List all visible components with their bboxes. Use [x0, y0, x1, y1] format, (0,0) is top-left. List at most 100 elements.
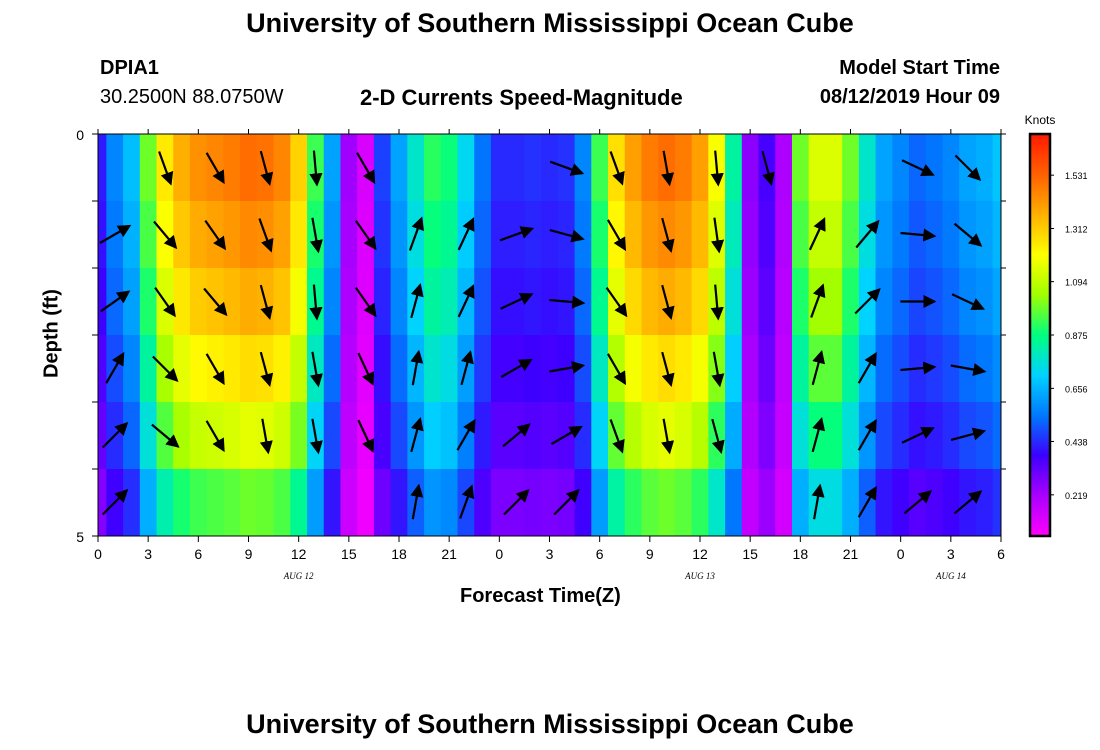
- current-vector-arrow: [309, 418, 323, 455]
- current-vector-arrow: [950, 363, 987, 377]
- current-vector-arrow: [857, 418, 877, 451]
- heatmap-cell: [875, 335, 893, 403]
- x-tick-label: 9: [646, 546, 654, 562]
- heatmap-cell: [925, 469, 944, 536]
- heatmap-cell: [725, 335, 743, 403]
- current-vector-arrow: [153, 220, 178, 250]
- heatmap-cell: [373, 201, 392, 269]
- current-vector-arrow: [661, 418, 675, 455]
- footer-title: University of Southern Mississippi Ocean…: [246, 709, 854, 739]
- current-vector-arrow: [953, 222, 983, 247]
- heatmap-cell: [123, 201, 141, 269]
- heatmap-cell: [189, 268, 208, 336]
- heatmap-cell: [474, 335, 492, 403]
- heatmap-cell: [490, 201, 509, 269]
- heatmap-cell: [139, 201, 158, 269]
- heatmap-cell: [975, 268, 994, 336]
- heatmap-cell: [942, 402, 960, 470]
- heatmap-cell: [373, 268, 392, 336]
- x-tick-label: 18: [391, 546, 407, 562]
- current-vector-arrow: [309, 351, 323, 388]
- heatmap-cell: [741, 201, 760, 269]
- heatmap-cell: [725, 469, 743, 536]
- heatmap-cell: [875, 201, 893, 269]
- colorbar-tick-label: 0.875: [1065, 331, 1088, 341]
- heatmap-cell: [775, 402, 793, 470]
- heatmap-cell: [942, 335, 960, 403]
- heatmap-cell: [273, 134, 291, 202]
- heatmap-cell: [98, 134, 107, 202]
- heatmap-cell: [758, 201, 776, 269]
- current-vector-arrow: [855, 219, 880, 249]
- heatmap-cell: [240, 402, 258, 470]
- current-vector-arrow: [900, 228, 937, 242]
- heatmap-cell: [474, 469, 492, 536]
- heatmap-cell: [825, 402, 843, 470]
- heatmap-cell: [474, 268, 492, 336]
- heatmap-cell: [189, 402, 208, 470]
- heatmap-cell: [440, 335, 459, 403]
- current-vectors: [99, 150, 987, 520]
- heatmap-cell: [273, 268, 291, 336]
- heatmap-cell: [123, 134, 141, 202]
- heatmap-cell: [106, 134, 124, 202]
- heatmap-cell: [98, 469, 107, 536]
- current-vector-arrow: [259, 284, 274, 321]
- heatmap-cell: [992, 335, 1001, 403]
- heatmap-cell: [741, 335, 760, 403]
- current-vector-arrow: [500, 292, 534, 310]
- heatmap-cell: [624, 201, 643, 269]
- heatmap-cell: [875, 469, 893, 536]
- heatmap-cell: [223, 268, 241, 336]
- heatmap-cell: [825, 335, 843, 403]
- x-tick-label: 6: [596, 546, 604, 562]
- heatmap-cell: [758, 402, 776, 470]
- heatmap-cell: [340, 134, 358, 202]
- heatmap-cell: [808, 134, 827, 202]
- current-vector-arrow: [503, 488, 530, 516]
- x-tick-label: 15: [742, 546, 758, 562]
- current-vector-arrow: [951, 293, 985, 311]
- heatmap-cell: [992, 134, 1001, 202]
- heatmap-cell: [307, 469, 325, 536]
- heatmap-cell: [490, 335, 509, 403]
- heatmap-cells: [98, 134, 1001, 536]
- heatmap-cell: [273, 402, 291, 470]
- current-vector-arrow: [204, 219, 227, 251]
- heatmap-cell: [574, 134, 592, 202]
- heatmap-cell: [373, 335, 392, 403]
- current-vector-arrow: [901, 159, 935, 177]
- colorbar-tick-label: 1.094: [1065, 278, 1088, 288]
- heatmap-cell: [741, 268, 760, 336]
- current-vector-arrow: [309, 217, 323, 254]
- heatmap-cell: [624, 402, 643, 470]
- heatmap-cell: [524, 268, 542, 336]
- heatmap-cell: [641, 201, 659, 269]
- colorbar-tick-label: 0.656: [1065, 384, 1088, 394]
- heatmap-cell: [875, 134, 893, 202]
- current-vector-arrow: [606, 353, 627, 386]
- heatmap-cell: [373, 134, 392, 202]
- heatmap-cell: [240, 201, 258, 269]
- heatmap-cell: [390, 402, 408, 470]
- heatmap-cell: [173, 201, 191, 269]
- heatmap-cell: [875, 268, 893, 336]
- heatmap-cell: [373, 402, 392, 470]
- x-tick-label: 0: [495, 546, 503, 562]
- heatmap-cell: [373, 469, 392, 536]
- heatmap-cell: [139, 402, 158, 470]
- heatmap-cell: [457, 134, 475, 202]
- x-tick-label: 6: [194, 546, 202, 562]
- heatmap-cell: [691, 402, 709, 470]
- current-vector-arrow: [410, 349, 424, 386]
- current-vector-arrow: [810, 283, 826, 318]
- heatmap-cell: [691, 469, 709, 536]
- heatmap-cell: [424, 201, 442, 269]
- heatmap-cell: [390, 134, 408, 202]
- current-vector-arrow: [550, 425, 583, 445]
- date-label: AUG 14: [935, 571, 966, 581]
- heatmap-cell: [574, 402, 592, 470]
- heatmap-cell: [98, 402, 107, 470]
- heatmap-cell: [407, 134, 425, 202]
